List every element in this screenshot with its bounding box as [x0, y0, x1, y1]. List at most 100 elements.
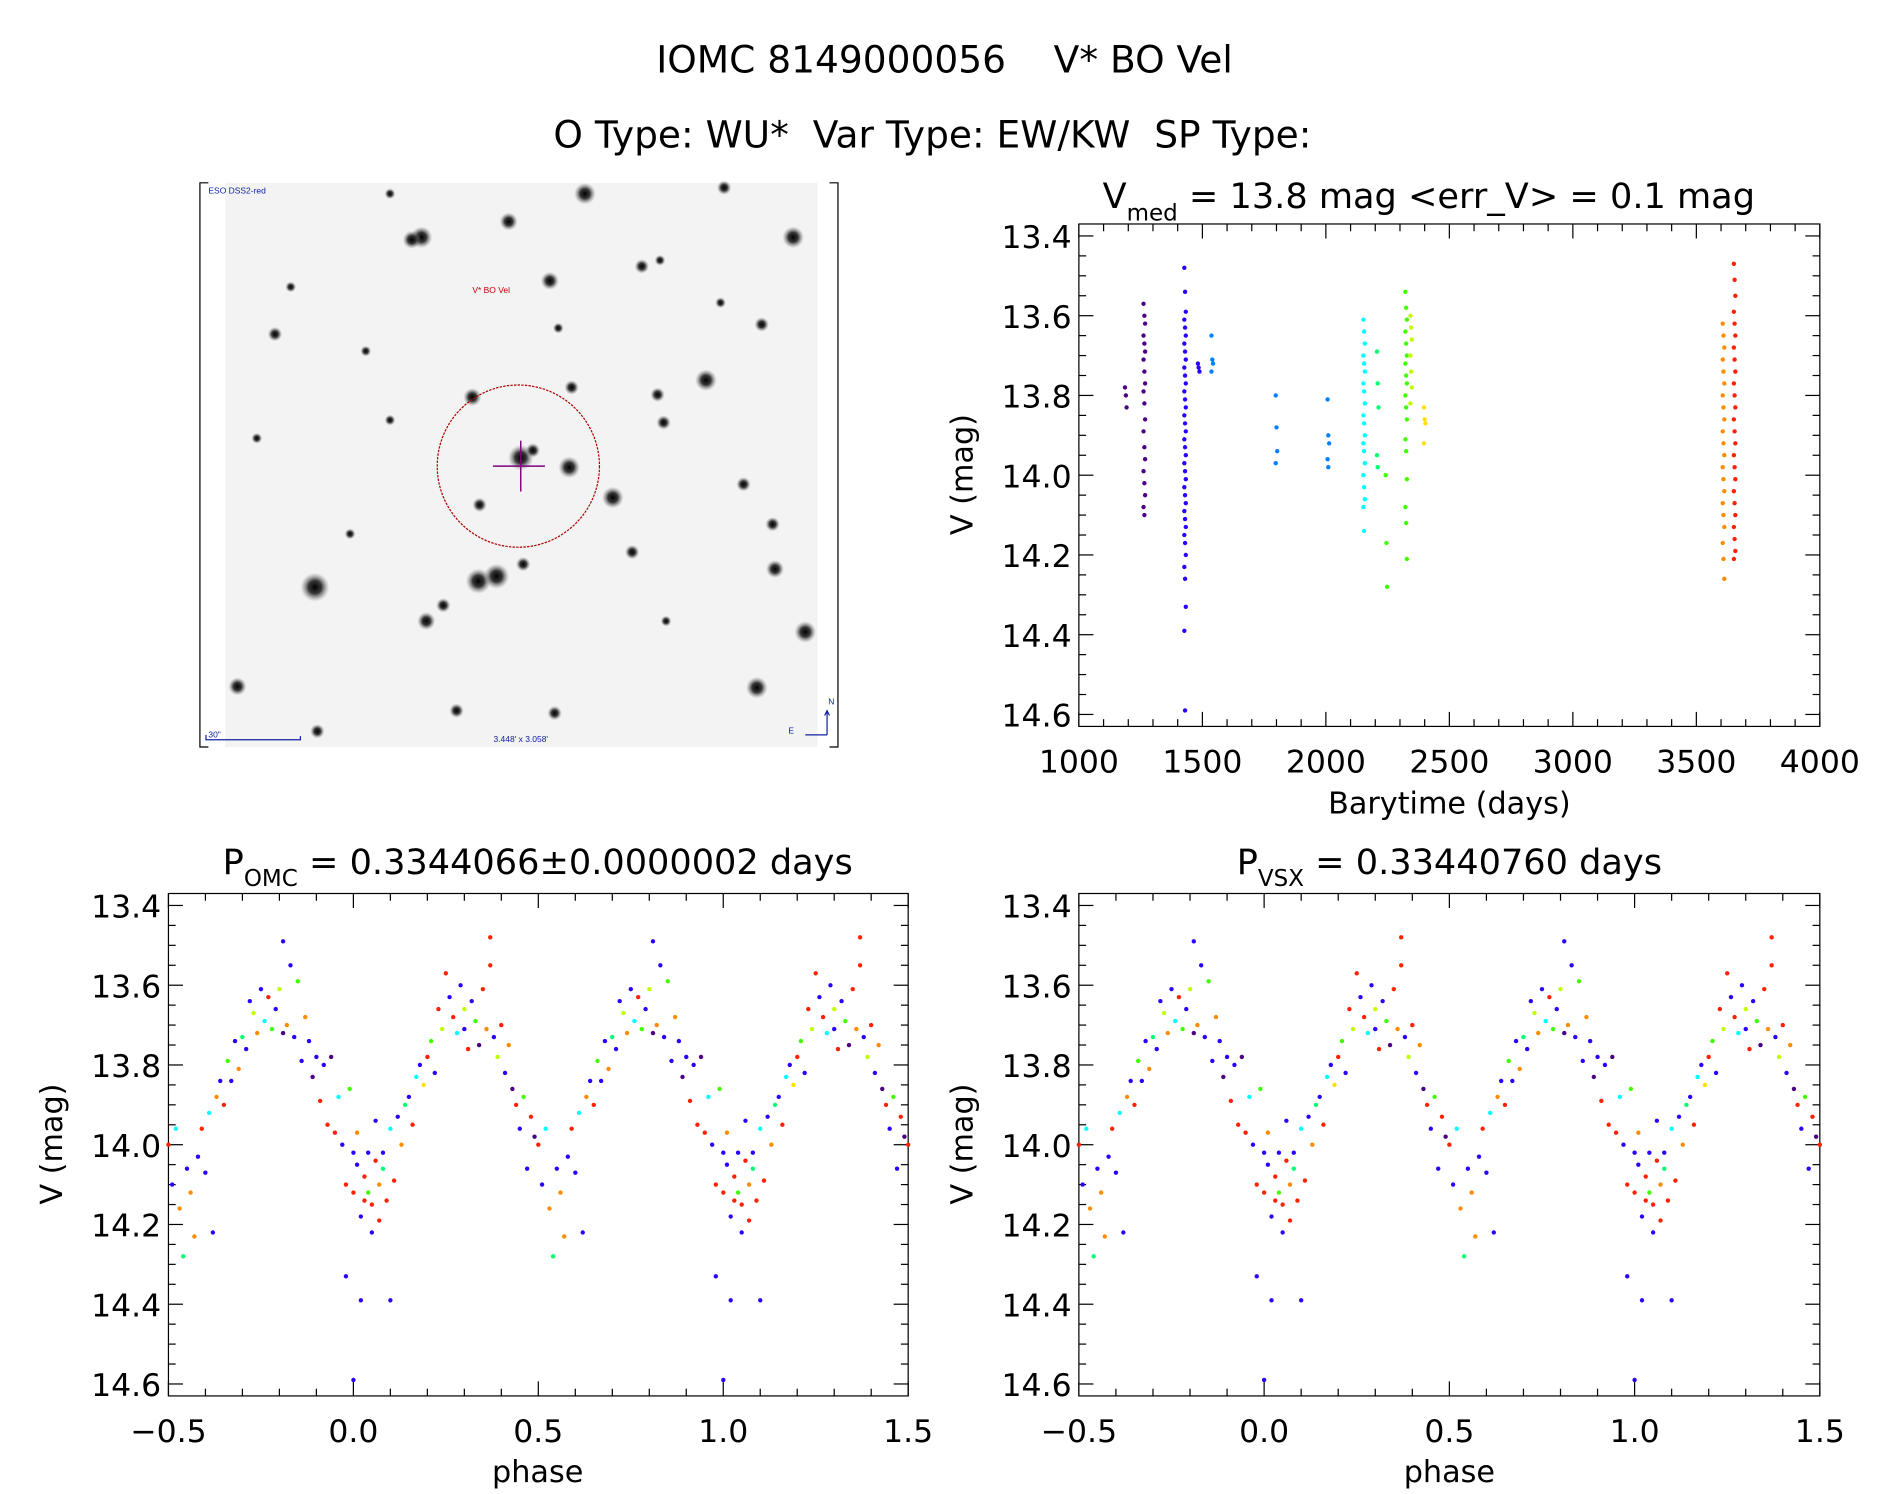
data-point: [1731, 453, 1737, 458]
data-point: [1142, 445, 1147, 450]
data-point: [1195, 361, 1201, 366]
data-point: [1532, 1010, 1537, 1016]
crosshair-icon: [492, 440, 545, 492]
y-tick-label: 14.0: [1002, 1129, 1072, 1165]
star: [449, 703, 464, 718]
x-tick-label: −0.5: [130, 1414, 206, 1450]
data-point: [1302, 1178, 1308, 1183]
data-point: [1142, 341, 1147, 346]
x-tick-label: 1.5: [883, 1414, 933, 1450]
data-point: [1784, 1070, 1789, 1076]
data-point: [1706, 1054, 1711, 1060]
data-point: [1383, 473, 1388, 478]
star: [765, 516, 780, 532]
survey-label: ESO DSS2-red: [208, 186, 266, 196]
data-point: [565, 1154, 571, 1159]
data-point: [1525, 1046, 1530, 1052]
data-point: [1210, 1058, 1215, 1064]
data-point: [1632, 1377, 1637, 1383]
data-point: [1408, 401, 1413, 406]
data-point: [1361, 413, 1366, 418]
data-point: [698, 1054, 704, 1060]
data-point: [883, 1102, 889, 1108]
data-point: [1326, 441, 1332, 446]
data-point: [1787, 1042, 1793, 1048]
data-point: [591, 1102, 596, 1108]
data-point: [1625, 1274, 1630, 1279]
data-point: [758, 1126, 763, 1131]
data-point: [1284, 1118, 1289, 1123]
data-point: [377, 1182, 382, 1187]
data-point: [746, 1182, 752, 1187]
data-point: [1476, 1154, 1482, 1159]
data-point: [1183, 453, 1188, 458]
data-point: [1469, 1190, 1474, 1195]
data-point: [1403, 449, 1409, 454]
data-point: [898, 1114, 903, 1119]
data-point: [1606, 1122, 1611, 1127]
data-point: [1731, 556, 1737, 562]
data-point: [1141, 469, 1146, 474]
data-point: [1325, 457, 1330, 462]
data-point: [1731, 381, 1737, 386]
star: [310, 723, 325, 739]
data-point: [1147, 1066, 1152, 1072]
data-point: [1669, 1298, 1674, 1303]
data-point: [1173, 1018, 1178, 1024]
data-point: [1684, 1102, 1689, 1108]
data-point: [573, 1170, 578, 1175]
data-point: [1662, 1150, 1667, 1155]
data-point: [343, 1274, 349, 1279]
data-point: [351, 1377, 356, 1383]
data-point: [1142, 381, 1148, 386]
data-point: [1361, 485, 1367, 490]
data-point: [1562, 1030, 1567, 1036]
data-point: [1722, 417, 1727, 422]
data-point: [288, 963, 293, 968]
data-point: [1182, 317, 1187, 322]
star: [745, 676, 768, 699]
data-point: [303, 1014, 308, 1020]
data-point: [1183, 381, 1188, 386]
data-point: [1539, 986, 1545, 992]
data-point: [702, 1130, 707, 1135]
data-point: [828, 983, 833, 988]
data-point: [1576, 979, 1582, 984]
data-point: [458, 983, 463, 988]
data-point: [1141, 301, 1146, 306]
data-point: [876, 1042, 881, 1048]
data-point: [1404, 477, 1410, 482]
data-point: [1182, 341, 1187, 346]
data-point: [1117, 1110, 1122, 1116]
data-point: [1362, 369, 1368, 374]
data-point: [813, 971, 818, 976]
data-point: [654, 1022, 659, 1028]
data-point: [1384, 1018, 1389, 1024]
data-point: [1332, 1082, 1337, 1088]
data-point: [695, 1122, 700, 1127]
data-point: [1721, 405, 1726, 410]
data-point: [1813, 1134, 1819, 1139]
data-point: [576, 1110, 582, 1116]
star: [782, 226, 805, 249]
data-point: [1298, 1126, 1304, 1131]
data-point: [1743, 1026, 1748, 1032]
star: [436, 598, 451, 613]
data-point: [240, 1034, 245, 1040]
star: [624, 544, 640, 560]
data-point: [1506, 1058, 1511, 1064]
data-point: [1720, 500, 1725, 506]
y-tick-label: 13.6: [1002, 300, 1072, 336]
data-point: [610, 1034, 615, 1040]
data-point: [1210, 361, 1216, 366]
data-point: [624, 1030, 630, 1036]
data-point: [1720, 321, 1725, 326]
y-tick-label: 14.6: [91, 1368, 161, 1404]
data-point: [310, 1074, 315, 1080]
star: [552, 322, 564, 334]
data-point: [1142, 417, 1148, 422]
data-point: [1284, 1158, 1289, 1163]
data-point: [650, 1030, 656, 1036]
data-point: [1403, 373, 1409, 378]
data-point: [1254, 1274, 1259, 1279]
